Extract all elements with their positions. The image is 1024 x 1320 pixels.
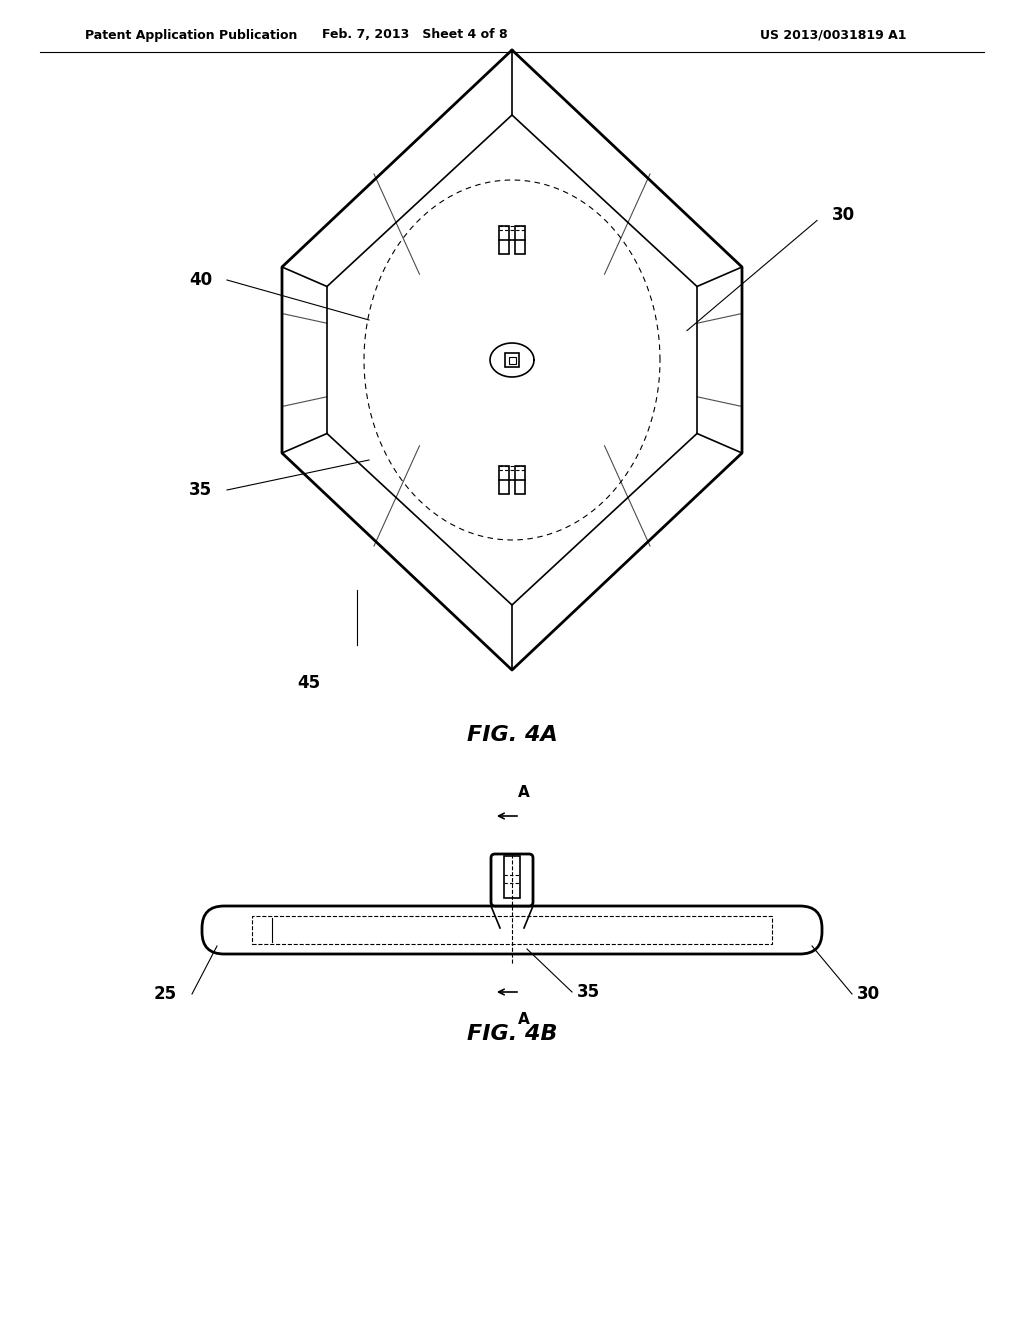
Text: 30: 30 <box>831 206 855 224</box>
FancyBboxPatch shape <box>490 854 534 906</box>
Text: 35: 35 <box>577 983 600 1001</box>
Bar <box>509 356 515 363</box>
Bar <box>252 916 772 944</box>
Text: 35: 35 <box>188 480 212 499</box>
Text: 45: 45 <box>297 675 321 692</box>
Text: Feb. 7, 2013   Sheet 4 of 8: Feb. 7, 2013 Sheet 4 of 8 <box>323 29 508 41</box>
Text: US 2013/0031819 A1: US 2013/0031819 A1 <box>760 29 906 41</box>
Text: 25: 25 <box>154 985 177 1003</box>
Text: FIG. 4A: FIG. 4A <box>467 725 557 744</box>
Bar <box>505 352 519 367</box>
Text: Patent Application Publication: Patent Application Publication <box>85 29 297 41</box>
Bar <box>515 466 525 494</box>
Bar <box>499 226 509 253</box>
Bar <box>504 855 520 898</box>
Text: A: A <box>518 1012 529 1027</box>
Bar <box>515 226 525 253</box>
Text: 30: 30 <box>857 985 880 1003</box>
Text: A: A <box>518 785 529 800</box>
Text: FIG. 4B: FIG. 4B <box>467 1024 557 1044</box>
Text: 40: 40 <box>188 271 212 289</box>
Bar <box>499 466 509 494</box>
FancyBboxPatch shape <box>202 906 822 954</box>
